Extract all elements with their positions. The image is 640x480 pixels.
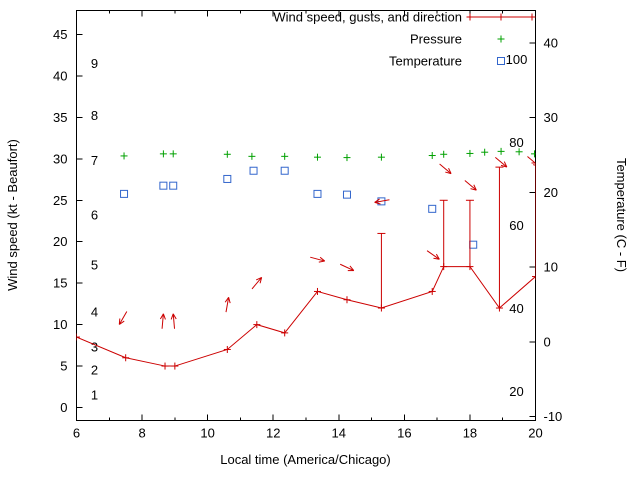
svg-text:40: 40 [509,301,523,316]
svg-text:0: 0 [60,400,67,415]
svg-text:20: 20 [544,185,558,200]
svg-text:9: 9 [91,56,98,71]
svg-text:0: 0 [544,334,551,349]
svg-text:-10: -10 [544,409,563,424]
svg-text:10: 10 [53,317,67,332]
svg-text:30: 30 [53,151,67,166]
svg-text:10: 10 [544,260,558,275]
legend-label-wind: Wind speed, gusts, and direction [273,10,462,25]
svg-text:20: 20 [509,384,523,399]
y-right-axis-label: Temperature (C - F) [614,158,629,272]
svg-text:20: 20 [528,426,542,441]
svg-text:6: 6 [73,426,80,441]
legend-label-temperature: Temperature [389,54,462,69]
svg-text:14: 14 [332,426,346,441]
svg-text:30: 30 [544,110,558,125]
svg-text:5: 5 [91,257,98,272]
svg-text:35: 35 [53,110,67,125]
svg-text:18: 18 [463,426,477,441]
svg-text:5: 5 [60,359,67,374]
plot-frame [76,10,536,421]
legend-marker-samples [466,13,536,65]
legend-label-pressure: Pressure [410,32,462,47]
svg-text:7: 7 [91,153,98,168]
y-left-axis-label: Wind speed (kt - Beaufort) [5,139,20,291]
svg-text:80: 80 [509,135,523,150]
svg-text:15: 15 [53,276,67,291]
svg-text:40: 40 [53,68,67,83]
svg-text:3: 3 [91,339,98,354]
axis-tick-labels: 6 8 10 12 14 16 18 2005101520253035404512345678… [53,27,562,441]
svg-text:1: 1 [91,388,98,403]
svg-text:40: 40 [544,36,558,51]
svg-text:60: 60 [509,218,523,233]
pressure-series [120,147,536,162]
svg-text:8: 8 [138,426,145,441]
svg-text:100: 100 [506,52,528,67]
axis-ticks [76,10,536,421]
svg-text:20: 20 [53,234,67,249]
wind-series [76,156,536,370]
legend: Wind speed, gusts, and direction Pressur… [273,10,536,69]
svg-text:16: 16 [397,426,411,441]
temperature-series [120,166,478,249]
x-axis-label: Local time (America/Chicago) [220,452,391,467]
svg-text:45: 45 [53,27,67,42]
svg-text:12: 12 [266,426,280,441]
svg-text:2: 2 [91,363,98,378]
svg-text:10: 10 [200,426,214,441]
svg-text:4: 4 [91,305,98,320]
svg-text:25: 25 [53,193,67,208]
svg-text:6: 6 [91,208,98,223]
svg-text:8: 8 [91,108,98,123]
